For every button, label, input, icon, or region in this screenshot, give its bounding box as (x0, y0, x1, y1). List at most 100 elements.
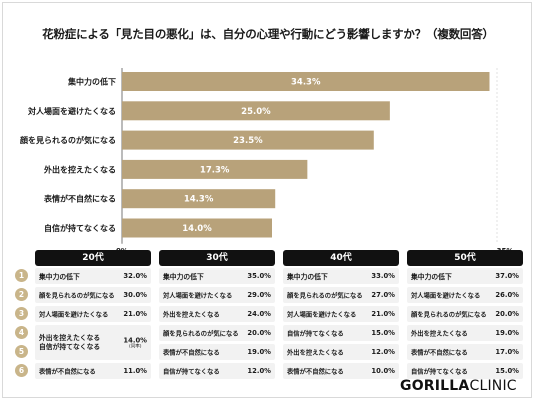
category-label: 表情が不自然になる (43, 194, 116, 204)
ranking-cell: 対人場面を避けたくなる 21.0% (283, 306, 399, 322)
ranking-cell: 表情が不自然になる 10.0% (283, 363, 399, 379)
ranking-cell: 集中力の低下 35.0% (159, 268, 275, 284)
category-label: 集中力の低下 (67, 77, 116, 87)
ranking-value: 10.0% (371, 367, 395, 375)
ranking-value: 17.0% (495, 348, 519, 356)
ranking-cell: 表情が不自然になる 17.0% (407, 344, 523, 360)
bar-4 (122, 159, 308, 179)
ranking-value-number: 14.0% (123, 336, 147, 344)
ranking-label: 表情が不自然になる (287, 368, 344, 376)
category-label: 自信が持てなくなる (44, 223, 116, 233)
bar-6 (122, 218, 272, 238)
ranking-value: 29.0% (247, 291, 271, 299)
ranking-label: 表情が不自然になる (411, 349, 468, 357)
rank-badge: 1 (15, 269, 28, 282)
ranking-value: 33.0% (371, 272, 395, 280)
ranking-label: 顔を見られるのが気になる (411, 311, 487, 319)
ranking-cell: 顔を見られるのが気になる 20.0% (159, 325, 275, 341)
bar-2 (122, 101, 390, 121)
age-group-header: 20代 (35, 250, 151, 266)
age-group-header: 30代 (159, 250, 275, 266)
ranking-value: 20.0% (495, 310, 519, 318)
rank-badge: 2 (15, 288, 28, 301)
ranking-label: 顔を見られるのが気になる (163, 330, 239, 338)
bar-value-label: 14.3% (184, 195, 214, 205)
bar-value-label: 17.3% (200, 165, 230, 175)
ranking-cell: 対人場面を避けたくなる 26.0% (407, 287, 523, 303)
ranking-cell: 集中力の低下 37.0% (407, 268, 523, 284)
ranking-value: 19.0% (495, 329, 519, 337)
ranking-label: 外出を控えたくなる (163, 311, 220, 319)
ranking-label: 顔を見られるのが気になる (39, 292, 115, 300)
ranking-label: 集中力の低下 (163, 273, 204, 281)
bar-5 (122, 189, 276, 209)
outer-frame (2, 2, 532, 398)
logo-bold-text: GORILLA (400, 378, 470, 394)
bar-value-label: 14.0% (182, 224, 212, 234)
category-label: 対人場面を避けたくなる (27, 106, 116, 116)
ranking-value: 20.0% (247, 329, 271, 337)
ranking-cell: 対人場面を避けたくなる 29.0% (159, 287, 275, 303)
ranking-value: 24.0% (247, 310, 271, 318)
bar-3 (122, 130, 374, 150)
ranking-value: 32.0% (123, 272, 147, 280)
ranking-label: 外出を控えたくなる (287, 349, 344, 357)
ranking-cell: 集中力の低下 33.0% (283, 268, 399, 284)
ranking-value: 12.0% (247, 367, 271, 375)
age-group-header: 50代 (407, 250, 523, 266)
ranking-cell: 自信が持てなくなる 12.0% (159, 363, 275, 379)
ranking-label: 集中力の低下 (287, 273, 328, 281)
ranking-value: 37.0% (495, 272, 519, 280)
ranking-value: 26.0% (495, 291, 519, 299)
ranking-label: 集中力の低下 (411, 273, 452, 281)
ranking-cell: 顔を見られるのが気になる 20.0% (407, 306, 523, 322)
ranking-value: 15.0% (495, 367, 519, 375)
ranking-value: 19.0% (247, 348, 271, 356)
ranking-cell: 顔を見られるのが気になる 30.0% (35, 287, 151, 303)
rank-badge: 5 (15, 345, 28, 358)
bar-value-label: 34.3% (291, 78, 321, 88)
ranking-label: 対人場面を避けたくなる (287, 311, 357, 319)
category-label: 外出を控えたくなる (44, 164, 116, 174)
ranking-cell: 外出を控えたくなる 12.0% (283, 344, 399, 360)
bar-chart: 集中力の低下 34.3% 対人場面を避けたくなる 25.0% 顔を見られるのが気になる 2… (19, 68, 514, 250)
x-tick-label: 0% (116, 247, 128, 250)
ranking-value: 12.0% (371, 348, 395, 356)
ranking-label: 顔を見られるのが気になる (287, 292, 363, 300)
ranking-cell: 表情が不自然になる 11.0% (35, 363, 151, 379)
ranking-cell: 集中力の低下 32.0% (35, 268, 151, 284)
rank-badge: 3 (15, 307, 28, 320)
rank-badge: 4 (15, 326, 28, 339)
ranking-label: 自信が持てなくなる (287, 330, 344, 338)
ranking-value: 15.0% (371, 329, 395, 337)
ranking-label: 集中力の低下 (39, 273, 80, 281)
ranking-value: 27.0% (371, 291, 395, 299)
logo-thin-text: CLINIC (469, 378, 517, 394)
ranking-cell: 外出を控えたくなる 自信が持てなくなる 14.0% (同率) (35, 325, 151, 360)
ranking-label: 表情が不自然になる (39, 368, 96, 376)
x-tick-label: 35% (497, 247, 514, 250)
ranking-value: 30.0% (123, 291, 147, 299)
ranking-label: 自信が持てなくなる (411, 368, 468, 376)
tie-note: (同率) (128, 344, 142, 349)
ranking-label: 対人場面を避けたくなる (411, 292, 481, 300)
bar-value-label: 23.5% (233, 136, 263, 146)
ranking-cell: 自信が持てなくなる 15.0% (407, 363, 523, 379)
ranking-cell: 顔を見られるのが気になる 27.0% (283, 287, 399, 303)
ranking-label-line: 自信が持てなくなる (39, 342, 101, 351)
ranking-cell: 表情が不自然になる 19.0% (159, 344, 275, 360)
ranking-cell: 外出を控えたくなる 19.0% (407, 325, 523, 341)
ranking-label-line: 外出を控えたくなる (39, 333, 101, 342)
ranking-cell: 外出を控えたくなる 24.0% (159, 306, 275, 322)
ranking-label: 対人場面を避けたくなる (163, 292, 233, 300)
ranking-value: 21.0% (123, 310, 147, 318)
ranking-value: 21.0% (371, 310, 395, 318)
ranking-label: 外出を控えたくなる 自信が持てなくなる (39, 334, 100, 352)
ranking-value: 11.0% (123, 367, 147, 375)
bar-value-label: 25.0% (241, 107, 271, 117)
ranking-label: 表情が不自然になる (163, 349, 220, 357)
rank-badge: 6 (15, 364, 28, 377)
ranking-value: 14.0% (同率) (123, 336, 147, 349)
chart-title: 花粉症による「見た目の悪化」は、自分の心理や行動にどう影響しますか？（複数回答） (42, 27, 494, 41)
bar-1 (122, 72, 490, 91)
